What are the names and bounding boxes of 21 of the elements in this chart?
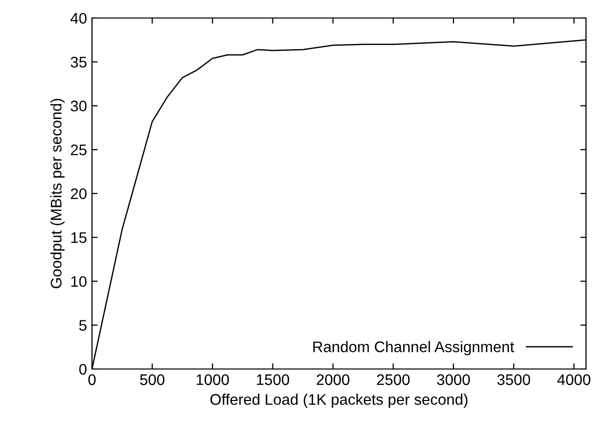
x-tick-label: 3000 [437, 374, 470, 386]
y-tick-label: 15 [71, 232, 86, 244]
legend-label: Random Channel Assignment [313, 341, 514, 356]
x-tick-label: 2500 [376, 374, 410, 386]
x-tick-label: 3500 [497, 374, 530, 386]
y-tick-label: 20 [70, 188, 87, 200]
x-tick-label: 1000 [196, 374, 229, 386]
y-tick-label: 0 [79, 364, 87, 375]
x-tick-label: 1500 [256, 374, 290, 386]
x-tick-label: 500 [140, 374, 164, 386]
y-axis-title: Goodput (MBits per second) [50, 98, 65, 288]
y-tick-label: 40 [70, 12, 87, 24]
y-tick-label: 5 [79, 320, 86, 331]
x-tick-label: 0 [88, 374, 96, 386]
y-tick-label: 30 [70, 100, 87, 112]
x-axis-title: Offered Load (1K packets per second) [210, 394, 468, 408]
y-tick-label: 25 [70, 144, 86, 156]
x-tick-label: 4000 [557, 374, 590, 386]
x-tick-label: 2000 [316, 374, 350, 386]
y-tick-label: 10 [71, 276, 87, 287]
y-tick-label: 35 [70, 56, 86, 68]
